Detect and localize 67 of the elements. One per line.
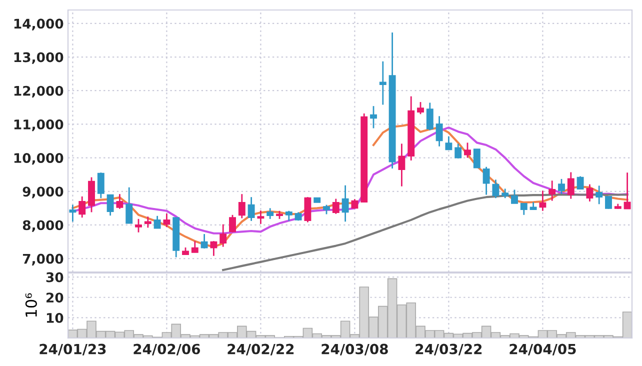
candlestick xyxy=(502,188,509,199)
candlestick xyxy=(97,172,104,199)
y-tick-label: 10,000 xyxy=(14,153,64,165)
candlestick xyxy=(567,172,574,200)
candlestick xyxy=(539,190,546,212)
candlestick xyxy=(106,194,114,216)
y-tick-label: 7,000 xyxy=(22,254,64,266)
x-tick-label: 24/03/08 xyxy=(322,344,388,356)
candlestick xyxy=(473,148,480,168)
candlestick xyxy=(323,204,330,215)
x-tick-label: 24/02/06 xyxy=(134,344,200,356)
candlestick xyxy=(511,189,518,204)
candlestick xyxy=(398,142,406,188)
candlestick xyxy=(257,210,264,225)
candlestick xyxy=(464,142,471,158)
candlestick xyxy=(154,215,161,230)
candlestick xyxy=(266,207,274,220)
candlestick xyxy=(126,186,133,224)
y-tick-label: 11,000 xyxy=(14,119,64,132)
candlestick xyxy=(548,180,556,202)
y-tick-label: 8,000 xyxy=(22,220,64,232)
x-tick-label: 24/02/22 xyxy=(228,344,294,356)
y-tick-label: 14,000 xyxy=(14,18,64,30)
candlestick xyxy=(135,218,142,234)
candlestick xyxy=(624,172,631,210)
candlestick xyxy=(144,216,152,228)
y-tick-label: 30 xyxy=(46,272,64,282)
x-tick-label: 24/03/22 xyxy=(416,344,482,356)
candlestick xyxy=(200,233,208,250)
candlestick xyxy=(576,176,584,190)
candlestick xyxy=(191,240,198,254)
candlestick xyxy=(229,214,236,234)
candlestick xyxy=(304,196,312,223)
candlestick xyxy=(285,210,292,222)
candlestick xyxy=(586,184,594,202)
candlestick xyxy=(116,193,124,210)
y-tick-label: 10 xyxy=(46,312,64,323)
y-axis-title: 10⁶ xyxy=(25,293,37,317)
candlestick xyxy=(417,101,424,115)
x-tick-label: 24/01/23 xyxy=(40,344,106,356)
candlestick xyxy=(492,178,500,199)
candlestick xyxy=(605,196,612,210)
candlestick xyxy=(596,184,603,205)
candlestick xyxy=(351,198,358,209)
candlestick xyxy=(69,204,76,222)
candlestick xyxy=(436,115,443,148)
y-tick-label: 9,000 xyxy=(22,186,64,198)
y-tick-label: 12,000 xyxy=(14,86,64,98)
candlestick xyxy=(454,142,462,160)
candlestick xyxy=(210,240,218,257)
candlestick xyxy=(163,212,170,228)
candlestick xyxy=(332,198,340,215)
x-tick-label: 24/04/05 xyxy=(510,344,576,356)
candlestick xyxy=(482,166,490,196)
candlestick xyxy=(342,184,349,222)
candlestick xyxy=(248,196,255,222)
y-tick-label: 13,000 xyxy=(14,52,64,64)
candlestick xyxy=(379,60,386,106)
candlestick xyxy=(238,193,246,219)
candlestick xyxy=(520,202,528,216)
candlestick xyxy=(558,178,565,195)
candlestick xyxy=(220,224,227,248)
candlestick xyxy=(426,102,434,131)
y-tick-label: 20 xyxy=(46,292,64,303)
candlestick xyxy=(370,105,377,129)
candlestick xyxy=(445,136,452,150)
candlestick xyxy=(78,196,86,218)
